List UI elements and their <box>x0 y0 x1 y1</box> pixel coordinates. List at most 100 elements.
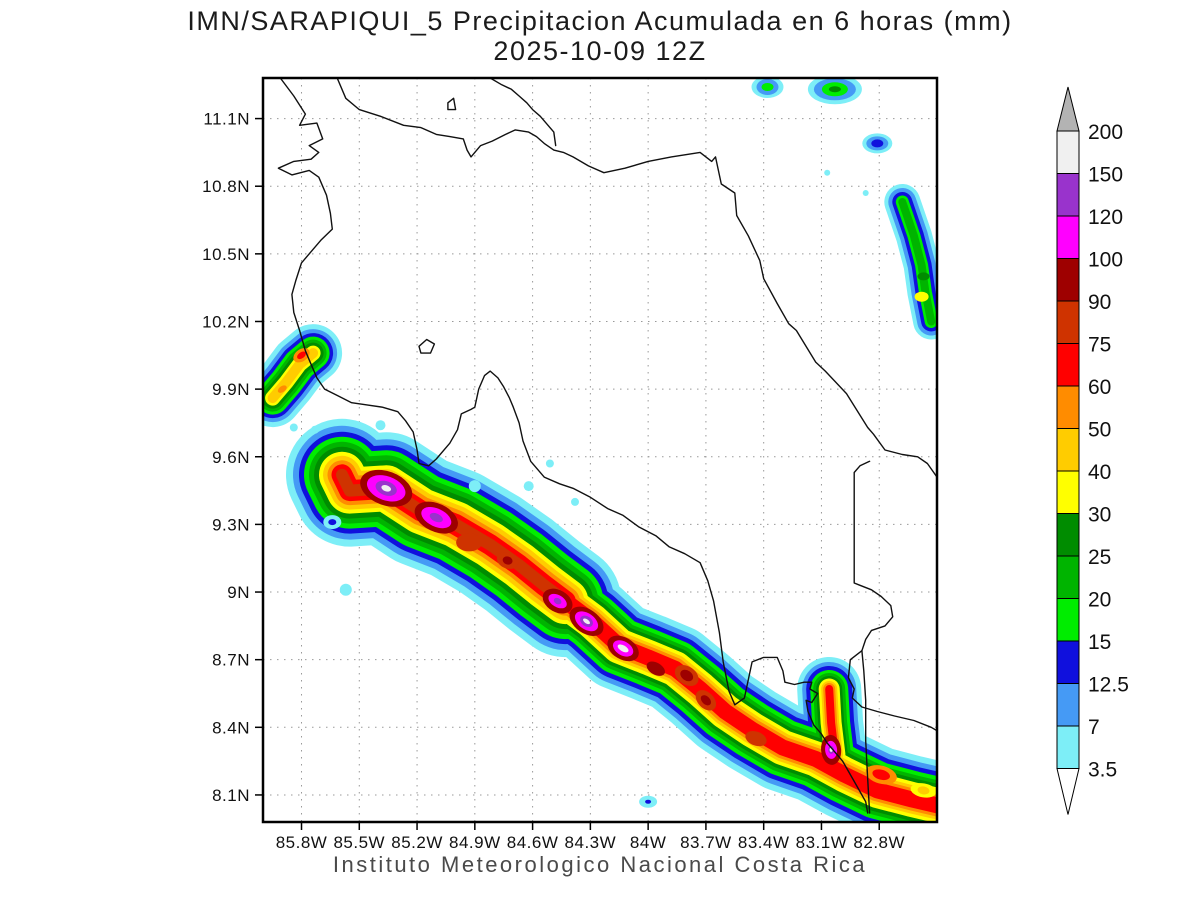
colorbar-label: 40 <box>1088 461 1111 484</box>
colorbar-label: 15 <box>1088 631 1111 654</box>
colorbar: 200 150 120 100 90 75 60 50 40 30 25 20 15 12.5 7 3.5 <box>1056 86 1129 815</box>
colorbar-block <box>1056 300 1080 344</box>
precip-cell-layer <box>328 519 337 526</box>
map-frame: 85.8W 85.5W 85.2W 84.9W 84.6W 84.3W 84W 83.7W 83… <box>202 76 939 852</box>
precip-cell <box>865 765 897 785</box>
precip-cell <box>751 78 784 98</box>
colorbar-overflow-arrow <box>1056 86 1080 132</box>
precip-cell <box>646 661 665 676</box>
colorbar-label: 20 <box>1088 589 1111 612</box>
precip-cell-layer <box>828 86 841 93</box>
precip-cell <box>674 665 699 686</box>
precip-cell-layer <box>617 644 629 653</box>
coastline-segment <box>336 78 937 478</box>
precip-cell <box>496 552 519 569</box>
colorbar-label: 90 <box>1088 291 1111 314</box>
y-tick-label: 8.4N <box>212 718 250 737</box>
precip-cell-layer <box>502 556 513 565</box>
precip-cell <box>745 731 767 747</box>
y-tick-label: 9.9N <box>212 380 250 399</box>
colorbar-block <box>1056 683 1080 727</box>
x-tick-label: 83.4W <box>738 833 790 852</box>
y-tick-label: 10.2N <box>202 312 250 331</box>
precip-cell <box>360 469 413 507</box>
precip-dot <box>468 480 481 493</box>
lake-outline <box>418 338 436 354</box>
colorbar-block <box>1056 598 1080 642</box>
graticule-grid <box>263 78 937 822</box>
colorbar-block <box>1056 385 1080 429</box>
colorbar-block <box>1056 513 1080 557</box>
x-tick-label: 84.9W <box>449 833 501 852</box>
colorbar-label: 200 <box>1088 121 1123 144</box>
precip-cell <box>695 690 717 711</box>
precip-cell-layer <box>872 769 890 781</box>
x-tick-label: 83.7W <box>680 833 732 852</box>
precip-dot <box>311 425 319 434</box>
precip-cell <box>862 133 893 154</box>
precip-cell <box>414 501 458 534</box>
precip-dot <box>375 420 386 431</box>
precip-cell-layer <box>745 731 767 747</box>
precip-dot <box>571 497 579 506</box>
x-tick-label: 83.1W <box>796 833 848 852</box>
x-tick-label: 84.6W <box>507 833 559 852</box>
precip-cell-layer <box>871 139 884 148</box>
precip-cell-layer <box>583 618 590 625</box>
precip-cell-layer <box>297 351 306 360</box>
colorbar-label: 7 <box>1088 716 1100 739</box>
y-tick-label: 9.6N <box>212 448 250 467</box>
coastlines <box>277 78 937 814</box>
precip-cell-layer <box>456 533 483 552</box>
precip-cell <box>917 272 930 281</box>
colorbar-label: 30 <box>1088 504 1111 527</box>
x-tick-label: 84W <box>630 833 666 852</box>
y-tick-label: 9N <box>227 583 250 602</box>
precip-cell-layer <box>645 799 652 804</box>
colorbar-block <box>1056 343 1080 387</box>
x-tick-label: 84.3W <box>565 833 617 852</box>
x-tick-label: 85.2W <box>391 833 443 852</box>
precip-cell <box>607 635 639 662</box>
chart-caption: Instituto Meteorologico Nacional Costa R… <box>332 852 868 877</box>
precip-cell-layer <box>761 83 774 91</box>
lake-outline <box>447 97 457 111</box>
colorbar-block <box>1056 470 1080 514</box>
coastline-segment <box>847 650 937 732</box>
colorbar-label: 150 <box>1088 164 1123 187</box>
chart-header: IMN/SARAPIQUI_5 Precipitacion Acumulada … <box>0 6 1200 66</box>
precip-cell <box>323 515 342 530</box>
precip-cell <box>639 795 658 808</box>
precip-dot <box>289 423 298 432</box>
precip-cell-layer <box>700 695 711 706</box>
precip-cell <box>542 588 573 614</box>
colorbar-block <box>1056 130 1080 174</box>
map-border <box>261 76 939 824</box>
precip-dot <box>545 459 554 468</box>
precip-cell <box>277 385 287 393</box>
colorbar-block <box>1056 555 1080 599</box>
precip-cell-layer <box>277 385 287 393</box>
precip-dot <box>862 190 869 196</box>
colorbar-label: 120 <box>1088 206 1123 229</box>
precip-cell-layer <box>914 291 929 302</box>
precip-cell <box>807 78 862 105</box>
y-tick-label: 10.8N <box>202 177 250 196</box>
precip-cell <box>914 291 929 302</box>
precip-cell <box>910 783 937 798</box>
precip-band-level <box>898 198 936 326</box>
y-tick-label: 10.5N <box>202 245 250 264</box>
x-tick-label: 82.8W <box>853 833 905 852</box>
precip-cell-layer <box>917 272 930 281</box>
colorbar-block <box>1056 725 1080 769</box>
colorbar-label: 12.5 <box>1088 674 1129 697</box>
precip-cell-layer <box>553 597 562 605</box>
colorbar-block <box>1056 173 1080 217</box>
y-tick-label: 8.1N <box>212 786 250 805</box>
precipitation-field <box>263 78 937 822</box>
y-tick-label: 9.3N <box>212 515 250 534</box>
colorbar-label: 100 <box>1088 249 1123 272</box>
colorbar-underflow-arrow <box>1056 768 1080 815</box>
colorbar-label: 50 <box>1088 419 1111 442</box>
